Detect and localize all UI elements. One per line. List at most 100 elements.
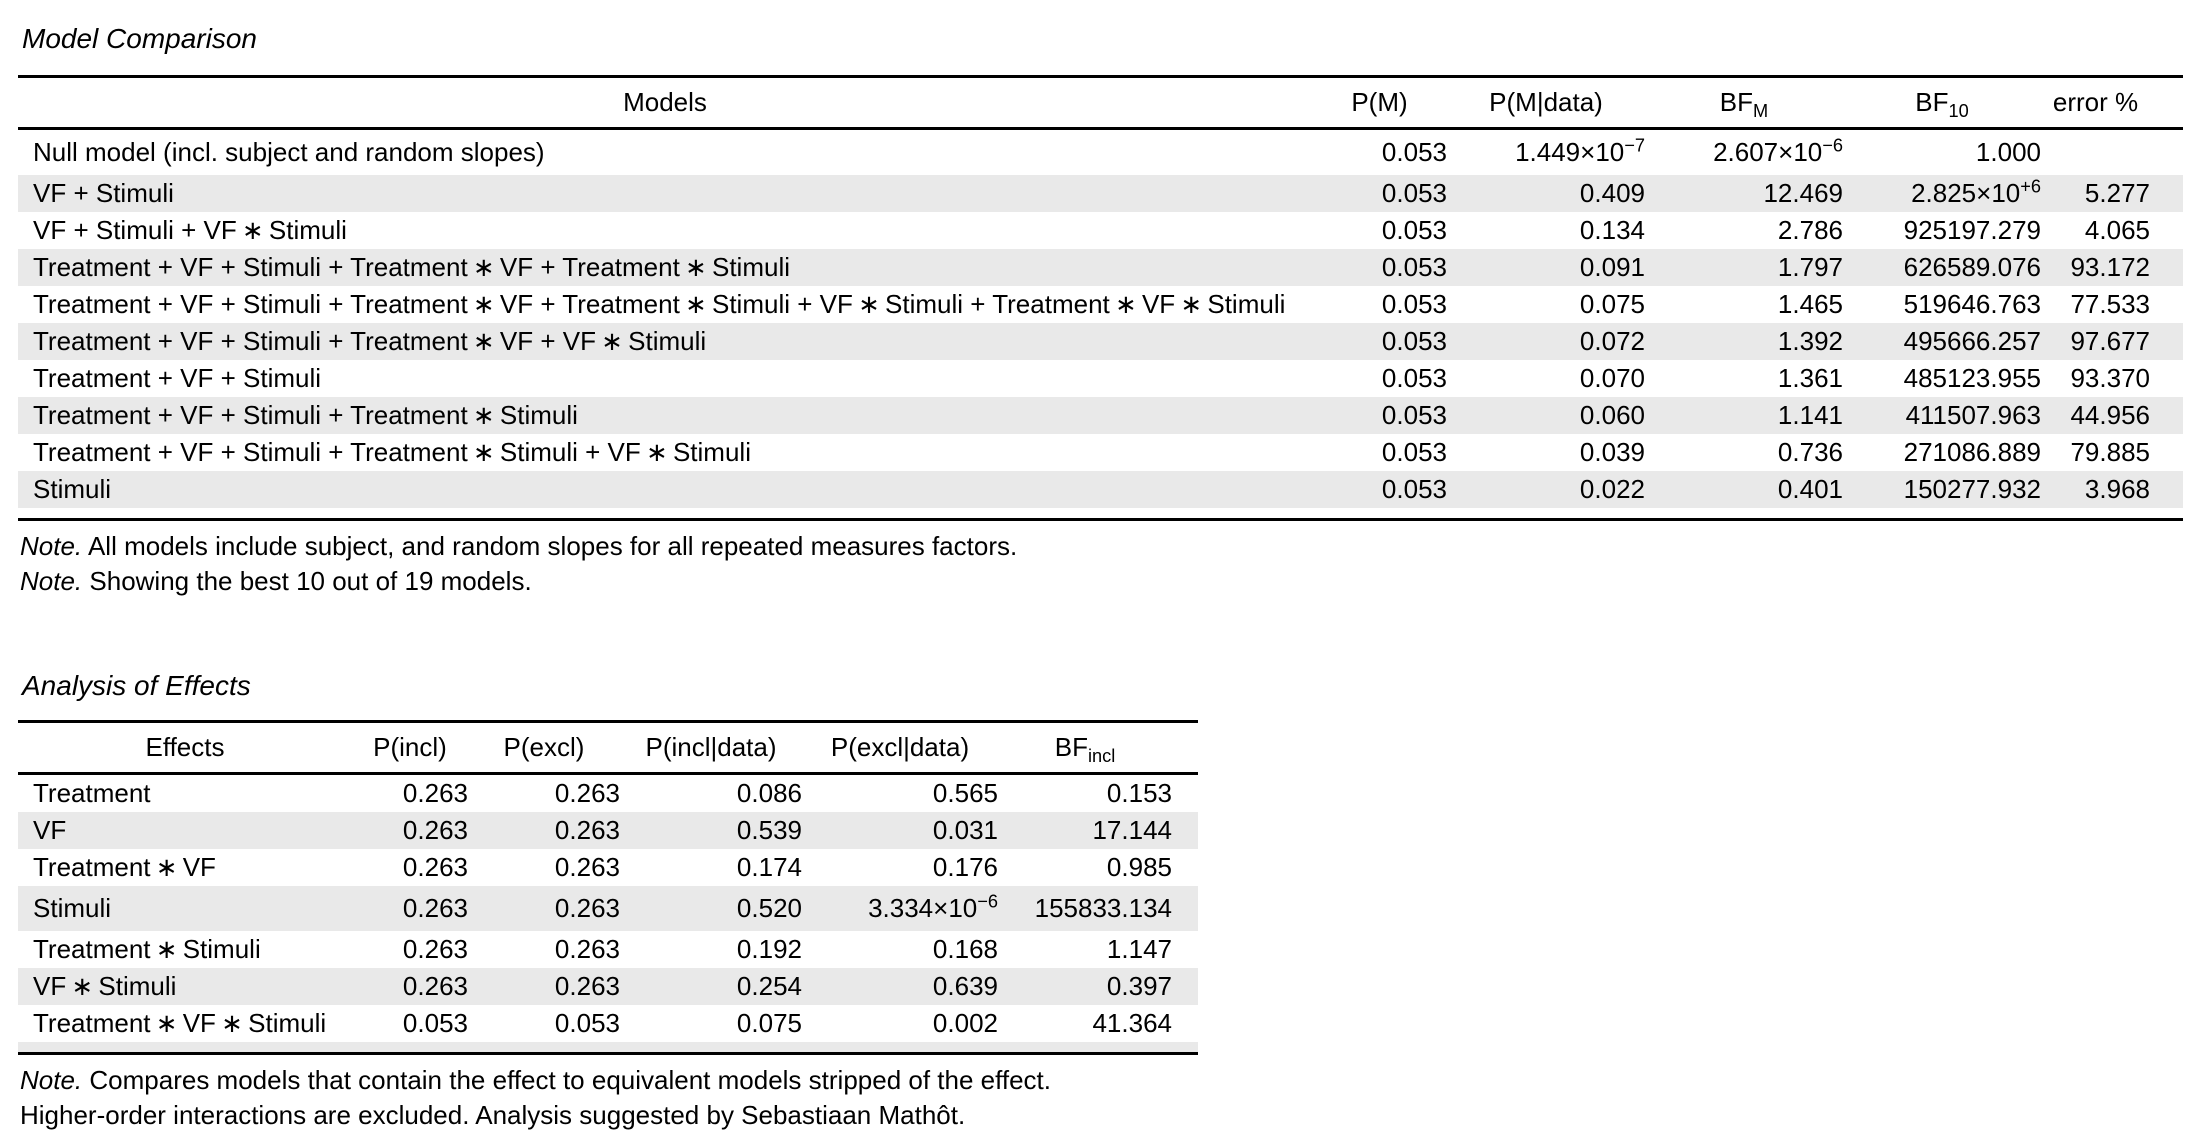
value-cell: 1.797 bbox=[1645, 249, 1843, 286]
subscript: incl bbox=[1087, 746, 1116, 767]
value-cell: 1.449×10−7 bbox=[1515, 135, 1645, 167]
value-cell: 3.968 bbox=[2041, 471, 2183, 508]
value-cell: 5.277 bbox=[2041, 175, 2183, 212]
value-cell: 4.065 bbox=[2084, 215, 2150, 245]
column-header: BFM bbox=[1645, 75, 1843, 130]
value-cell: 0.053 bbox=[1312, 397, 1447, 434]
row-label-cell: Null model (incl. subject and random slo… bbox=[33, 137, 545, 167]
value-cell: 0.263 bbox=[468, 968, 620, 1005]
table-row: Treatment ∗ VF ∗ Stimuli 0.053 0.053 0.075 0… bbox=[18, 1005, 1198, 1042]
table-row: Treatment + VF + Stimuli + Treatment ∗ S… bbox=[18, 434, 2183, 471]
note-line: Note. Showing the best 10 out of 19 mode… bbox=[20, 564, 2202, 599]
value-cell: 1.147 bbox=[1106, 934, 1172, 964]
row-label-cell: Stimuli bbox=[18, 886, 352, 931]
value-cell: 1.000 bbox=[1975, 137, 2041, 167]
value-cell: 0.174 bbox=[736, 852, 802, 882]
note-text: Compares models that contain the effect … bbox=[89, 1065, 1051, 1095]
value-cell: 0.053 bbox=[554, 1008, 620, 1038]
value-cell: 0.153 bbox=[1106, 778, 1172, 808]
value-cell: 41.364 bbox=[1092, 1008, 1172, 1038]
table-row: Treatment + VF + Stimuli + Treatment ∗ V… bbox=[18, 323, 2183, 360]
value-cell: 925197.279 bbox=[1903, 215, 2041, 245]
value-cell: 0.075 bbox=[736, 1008, 802, 1038]
header-row: Effects P(incl) P(excl) P(incl|data) P(excl|… bbox=[18, 720, 1198, 775]
value-cell: 0.053 bbox=[1381, 289, 1447, 319]
value-cell: 44.956 bbox=[2041, 397, 2183, 434]
value-cell: 0.060 bbox=[1447, 397, 1645, 434]
value-cell: 93.172 bbox=[2041, 249, 2183, 286]
value-cell: 485123.955 bbox=[1903, 363, 2041, 393]
table-row: Null model (incl. subject and random slo… bbox=[18, 129, 2183, 176]
value-cell: 0.053 bbox=[1312, 323, 1447, 360]
value-cell: 0.022 bbox=[1447, 471, 1645, 508]
note-text: Showing the best 10 out of 19 models. bbox=[89, 566, 532, 596]
table-row: VF ∗ Stimuli 0.263 0.263 0.254 0.639 0.397 bbox=[18, 968, 1198, 1005]
row-label-cell: VF + Stimuli bbox=[18, 175, 1312, 212]
value-cell: 0.263 bbox=[468, 812, 620, 849]
note-line: Higher-order interactions are excluded. … bbox=[20, 1098, 2202, 1133]
value-cell: 0.263 bbox=[352, 968, 468, 1005]
column-header: error % bbox=[2041, 75, 2183, 130]
row-label-cell: Treatment + VF + Stimuli + Treatment ∗ V… bbox=[18, 249, 1312, 286]
value-cell: 0.263 bbox=[352, 812, 468, 849]
value-cell: 0.520 bbox=[620, 886, 802, 931]
value-cell: 0.053 bbox=[1312, 471, 1447, 508]
model-comparison-section: Model Comparison Models P(M) P(M|data) BFM B… bbox=[18, 23, 2202, 599]
value-cell: 12.469 bbox=[1645, 175, 1843, 212]
value-cell: 150277.932 bbox=[1843, 471, 2041, 508]
column-header: BF10 bbox=[1843, 75, 2041, 130]
row-label-cell: Treatment bbox=[33, 778, 151, 808]
value-cell: 0.409 bbox=[1447, 175, 1645, 212]
value-cell: 0.401 bbox=[1645, 471, 1843, 508]
value-cell: 411507.963 bbox=[1843, 397, 2041, 434]
row-label-cell: Treatment + VF + Stimuli + Treatment ∗ S… bbox=[18, 397, 1312, 434]
value-cell: 0.263 bbox=[402, 934, 468, 964]
column-header: Effects bbox=[18, 720, 352, 775]
table-row: VF + Stimuli + VF ∗ Stimuli 0.053 0.134 2.7… bbox=[18, 212, 2183, 249]
value-cell: 0.263 bbox=[468, 886, 620, 931]
note-line: Note. All models include subject, and ra… bbox=[20, 529, 2202, 564]
value-cell: 0.031 bbox=[802, 812, 998, 849]
value-cell: 0.539 bbox=[620, 812, 802, 849]
note-prefix: Note. bbox=[20, 531, 83, 561]
table-row: Treatment + VF + Stimuli + Treatment ∗ V… bbox=[18, 249, 2183, 286]
model-comparison-title: Model Comparison bbox=[22, 23, 257, 54]
column-header: P(incl) bbox=[352, 720, 468, 775]
value-cell: 0.263 bbox=[402, 852, 468, 882]
header-row: Models P(M) P(M|data) BFM BF10 error % bbox=[18, 75, 2183, 130]
value-cell: 0.134 bbox=[1579, 215, 1645, 245]
value-cell: 0.053 bbox=[1381, 363, 1447, 393]
table-row: Treatment 0.263 0.263 0.086 0.565 0.153 bbox=[18, 774, 1198, 813]
table-row: Treatment + VF + Stimuli + Treatment ∗ V… bbox=[18, 286, 2183, 323]
table-row: Stimuli 0.263 0.263 0.520 3.334×10−6 155833.1… bbox=[18, 886, 1198, 931]
value-cell: 0.263 bbox=[554, 778, 620, 808]
value-cell: 0.053 bbox=[1381, 437, 1447, 467]
superscript: +6 bbox=[2020, 176, 2041, 197]
analysis-of-effects-notes: Note. Compares models that contain the e… bbox=[20, 1063, 2202, 1133]
value-cell: 0.039 bbox=[1579, 437, 1645, 467]
value-cell: 0.397 bbox=[998, 968, 1198, 1005]
value-cell: 0.053 bbox=[1312, 249, 1447, 286]
table-bottom-spacer bbox=[18, 508, 2183, 521]
value-cell: 0.192 bbox=[736, 934, 802, 964]
value-cell: 1.141 bbox=[1645, 397, 1843, 434]
row-label-cell: VF bbox=[18, 812, 352, 849]
value-cell: 0.053 bbox=[1381, 215, 1447, 245]
value-cell: 0.053 bbox=[402, 1008, 468, 1038]
value-cell: 79.885 bbox=[2070, 437, 2150, 467]
value-cell bbox=[2041, 129, 2183, 176]
value-cell: 0.002 bbox=[932, 1008, 998, 1038]
value-cell: 155833.134 bbox=[998, 886, 1198, 931]
superscript: −7 bbox=[1624, 135, 1645, 156]
row-label-cell: Treatment + VF + Stimuli + Treatment ∗ V… bbox=[33, 289, 1286, 319]
value-cell: 17.144 bbox=[998, 812, 1198, 849]
table-bottom-spacer bbox=[18, 1042, 1198, 1055]
value-cell: 519646.763 bbox=[1903, 289, 2041, 319]
value-cell: 0.053 bbox=[1381, 137, 1447, 167]
note-text: All models include subject, and random s… bbox=[87, 531, 1018, 561]
column-header: P(incl|data) bbox=[620, 720, 802, 775]
value-cell: 77.533 bbox=[2070, 289, 2150, 319]
note-prefix: Note. bbox=[20, 566, 83, 596]
row-label-cell: VF ∗ Stimuli bbox=[18, 968, 352, 1005]
